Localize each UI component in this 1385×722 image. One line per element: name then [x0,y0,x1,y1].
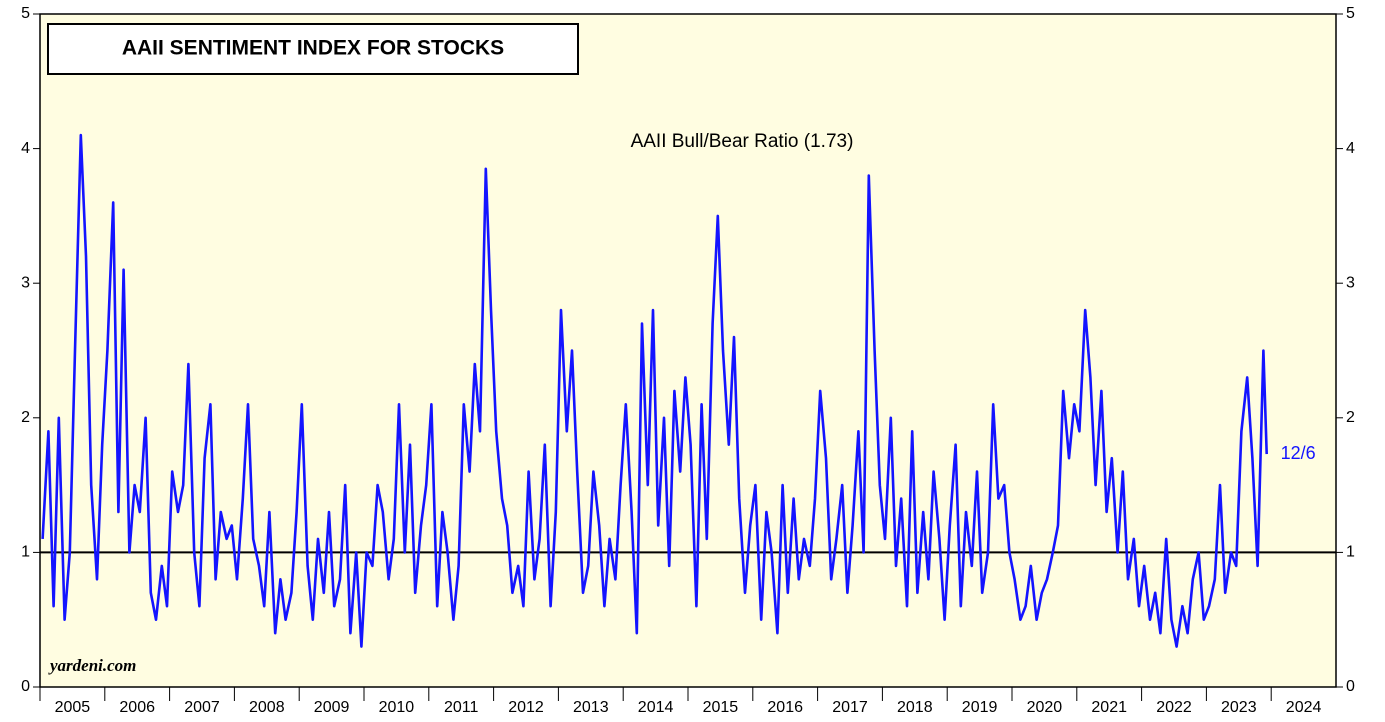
y2-tick-label: 4 [1346,140,1355,157]
y2-tick-label: 1 [1346,544,1355,561]
x-tick-label: 2018 [897,699,933,716]
x-tick-label: 2016 [767,699,803,716]
x-tick-label: 2011 [444,699,479,716]
series-line [41,133,1268,648]
x-tick-label: 2010 [379,699,415,716]
x-tick-label: 2015 [703,699,739,716]
end-label: 12/6 [1281,443,1316,463]
x-tick-label: 2022 [1156,699,1192,716]
plot-area [39,13,1337,688]
x-tick-label: 2020 [1027,699,1063,716]
y-tick-label: 0 [21,678,30,695]
y-tick-label: 1 [21,544,30,561]
title-box [47,23,579,75]
x-tick-label: 2008 [249,699,285,716]
x-tick-label: 2006 [119,699,155,716]
x-tick-label: 2012 [508,699,544,716]
x-tick-label: 2023 [1221,699,1257,716]
y2-tick-label: 5 [1346,5,1355,22]
y-tick-label: 4 [21,140,30,157]
source: yardeni.com [48,656,136,675]
x-tick-label: 2007 [184,699,220,716]
x-tick-label: 2021 [1091,699,1127,716]
y-tick-label: 3 [21,274,30,291]
x-tick-label: 2014 [638,699,674,716]
y2-tick-label: 2 [1346,409,1355,426]
x-tick-label: 2013 [573,699,609,716]
y-tick-label: 5 [21,5,30,22]
x-tick-label: 2009 [314,699,350,716]
y-tick-label: 2 [21,409,30,426]
series-label: AAII Bull/Bear Ratio (1.73) [631,131,854,152]
chart-title: AAII SENTIMENT INDEX FOR STOCKS [122,37,504,60]
x-tick-label: 2005 [55,699,91,716]
y2-tick-label: 0 [1346,678,1355,695]
y2-tick-label: 3 [1346,274,1355,291]
x-tick-label: 2017 [832,699,868,716]
x-tick-label: 2019 [962,699,998,716]
x-tick-label: 2024 [1286,699,1322,716]
